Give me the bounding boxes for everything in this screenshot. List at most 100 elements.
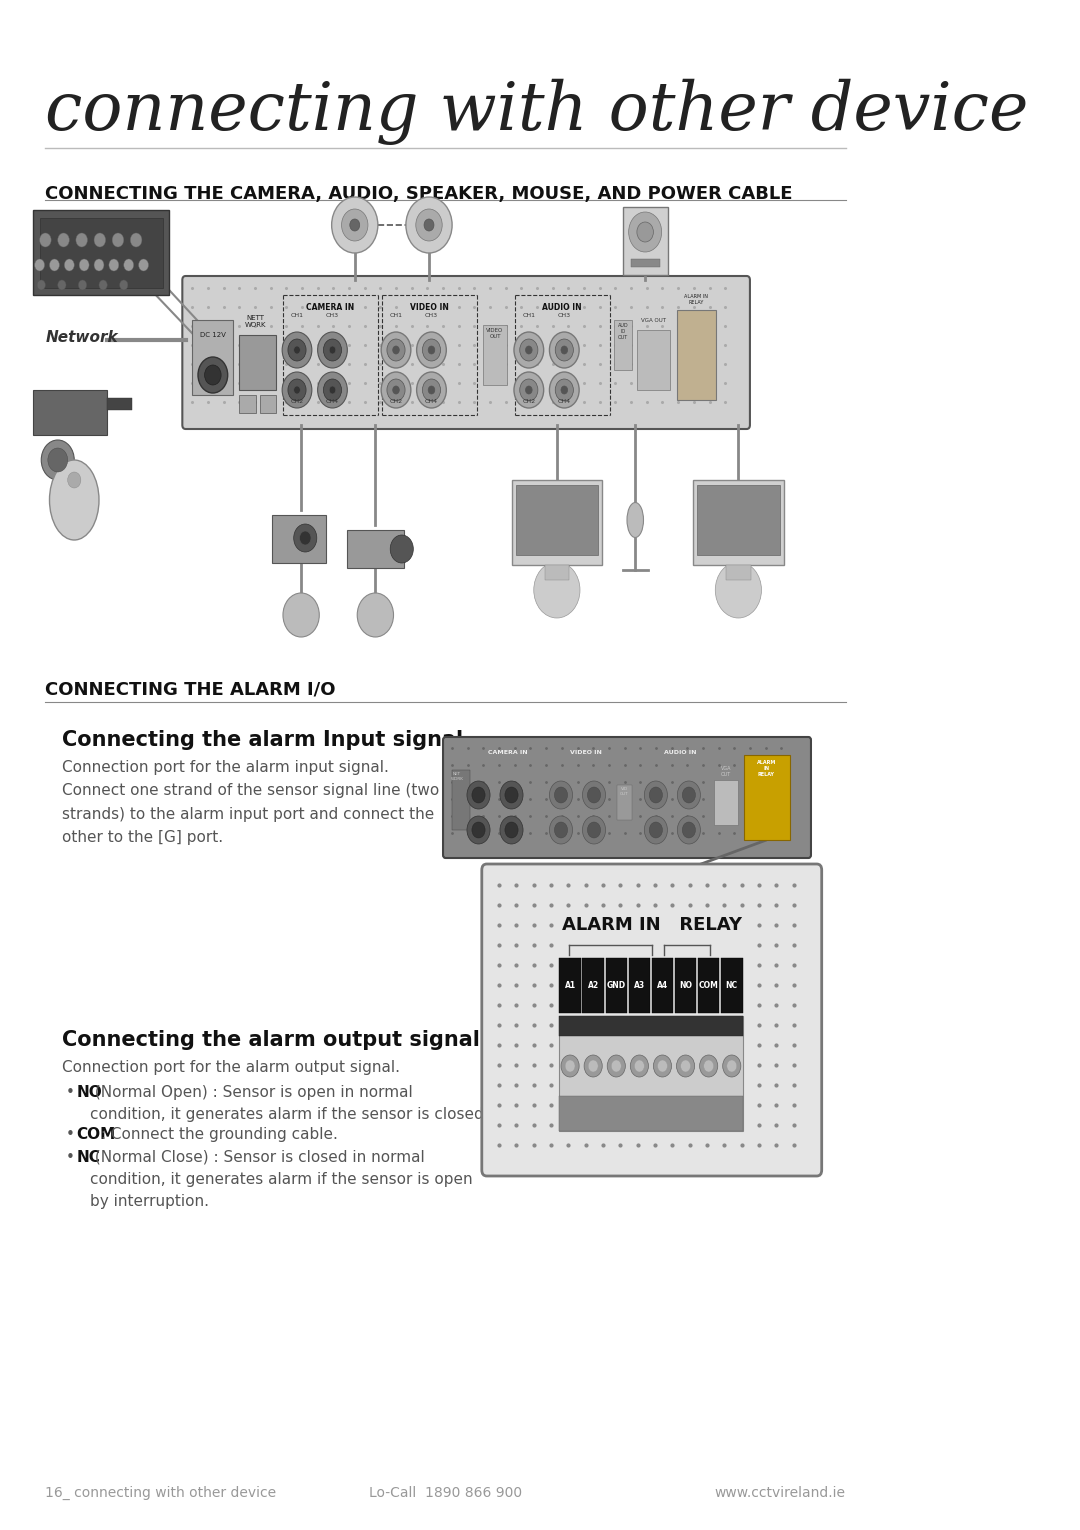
Text: CH3: CH3	[557, 314, 571, 318]
Bar	[347, 529, 404, 568]
Text: A1: A1	[565, 981, 576, 990]
Bar	[714, 780, 739, 825]
Bar	[240, 395, 256, 413]
Circle shape	[645, 815, 667, 845]
Circle shape	[94, 259, 104, 271]
Circle shape	[555, 340, 573, 361]
Circle shape	[683, 822, 696, 838]
Circle shape	[723, 1056, 741, 1077]
Bar	[559, 1016, 743, 1036]
Circle shape	[204, 366, 221, 386]
Ellipse shape	[627, 502, 644, 537]
Circle shape	[467, 780, 490, 809]
FancyBboxPatch shape	[183, 275, 750, 428]
Circle shape	[550, 815, 572, 845]
Bar	[744, 754, 789, 840]
Bar	[559, 1016, 743, 1131]
Circle shape	[424, 219, 434, 231]
Circle shape	[350, 219, 360, 231]
Circle shape	[588, 822, 600, 838]
Circle shape	[387, 340, 405, 361]
Circle shape	[554, 786, 568, 803]
Bar	[721, 958, 743, 1013]
Circle shape	[634, 1060, 645, 1073]
Text: CH1: CH1	[390, 314, 403, 318]
Circle shape	[637, 222, 653, 242]
Circle shape	[653, 1056, 672, 1077]
Circle shape	[700, 1056, 718, 1077]
Circle shape	[294, 523, 316, 552]
Text: connecting with other device: connecting with other device	[45, 78, 1029, 145]
Text: (Normal Close) : Sensor is closed in normal
condition, it generates alarm if the: (Normal Close) : Sensor is closed in nor…	[90, 1151, 472, 1209]
Circle shape	[505, 822, 518, 838]
Circle shape	[294, 386, 300, 395]
Circle shape	[565, 1060, 575, 1073]
Bar	[107, 398, 132, 410]
Text: NC: NC	[726, 981, 738, 990]
Circle shape	[500, 780, 523, 809]
Circle shape	[57, 233, 69, 246]
Circle shape	[519, 379, 538, 401]
Text: CH1: CH1	[523, 314, 536, 318]
Circle shape	[131, 233, 141, 246]
Text: Network: Network	[45, 330, 118, 344]
Circle shape	[323, 340, 341, 361]
Circle shape	[422, 379, 441, 401]
Circle shape	[417, 372, 446, 409]
Circle shape	[680, 1060, 690, 1073]
Circle shape	[381, 332, 410, 369]
Text: AUD
IO
OUT: AUD IO OUT	[618, 323, 629, 340]
Text: www.cctvireland.ie: www.cctvireland.ie	[715, 1486, 846, 1499]
Text: VIDEO
OUT: VIDEO OUT	[486, 327, 503, 338]
Circle shape	[505, 786, 518, 803]
Bar	[512, 480, 603, 565]
Circle shape	[472, 786, 485, 803]
Bar	[33, 210, 170, 295]
Circle shape	[631, 1056, 648, 1077]
FancyBboxPatch shape	[443, 737, 811, 858]
Circle shape	[299, 531, 311, 545]
Circle shape	[40, 233, 51, 246]
Text: CH4: CH4	[557, 399, 571, 404]
Text: CH3: CH3	[424, 314, 438, 318]
Bar	[726, 565, 751, 580]
Text: CH4: CH4	[424, 399, 438, 404]
Circle shape	[704, 1060, 714, 1073]
Circle shape	[561, 386, 568, 395]
Circle shape	[294, 346, 300, 353]
Circle shape	[48, 448, 68, 471]
Text: CAMERA IN: CAMERA IN	[487, 750, 527, 754]
Circle shape	[288, 379, 306, 401]
Text: VGA
OUT: VGA OUT	[720, 767, 731, 777]
Circle shape	[68, 471, 81, 488]
Bar	[623, 207, 669, 275]
Text: VGA OUT: VGA OUT	[640, 318, 666, 323]
Bar	[484, 324, 507, 386]
Text: NC: NC	[77, 1151, 100, 1164]
Circle shape	[683, 786, 696, 803]
Circle shape	[534, 562, 580, 618]
Circle shape	[288, 340, 306, 361]
Text: CONNECTING THE CAMERA, AUDIO, SPEAKER, MOUSE, AND POWER CABLE: CONNECTING THE CAMERA, AUDIO, SPEAKER, M…	[45, 185, 793, 203]
Bar	[631, 259, 660, 268]
Text: AUDIO IN: AUDIO IN	[664, 750, 697, 754]
Circle shape	[120, 280, 127, 291]
Circle shape	[607, 1056, 625, 1077]
Circle shape	[417, 332, 446, 369]
Circle shape	[526, 386, 532, 395]
Bar	[582, 958, 604, 1013]
Text: VIDEO IN: VIDEO IN	[409, 303, 448, 312]
Bar	[675, 958, 697, 1013]
Circle shape	[79, 259, 90, 271]
Text: COM: COM	[699, 981, 718, 990]
Circle shape	[727, 1060, 737, 1073]
Circle shape	[500, 815, 523, 845]
Bar	[40, 217, 163, 288]
Bar	[698, 958, 719, 1013]
Circle shape	[514, 372, 543, 409]
Circle shape	[282, 372, 312, 409]
Text: : Connect the grounding cable.: : Connect the grounding cable.	[96, 1128, 338, 1141]
Text: Connection port for the alarm output signal.: Connection port for the alarm output sig…	[62, 1060, 400, 1076]
Bar	[559, 958, 581, 1013]
Text: 16_ connecting with other device: 16_ connecting with other device	[45, 1486, 276, 1499]
